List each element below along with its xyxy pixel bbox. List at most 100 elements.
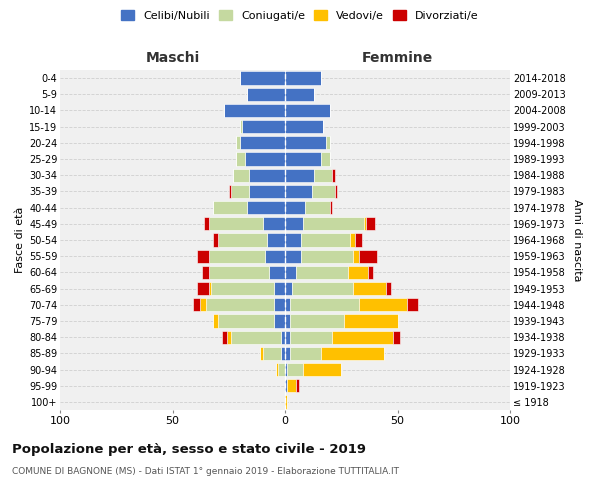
Bar (197, 282, 209, 295)
Bar (285, 152, 321, 166)
Bar (211, 282, 274, 295)
Bar (193, 298, 199, 312)
Bar (321, 346, 384, 360)
Bar (285, 72, 321, 85)
Bar (285, 104, 330, 117)
Bar (235, 152, 245, 166)
Bar (386, 282, 391, 295)
Bar (296, 379, 299, 392)
Bar (231, 185, 249, 198)
Bar (240, 136, 285, 149)
Bar (285, 88, 314, 101)
Bar (335, 185, 337, 198)
Y-axis label: Fasce di età: Fasce di età (14, 207, 25, 273)
Bar (278, 363, 285, 376)
Bar (274, 314, 285, 328)
Y-axis label: Anni di nascita: Anni di nascita (572, 198, 583, 281)
Bar (285, 363, 287, 376)
Bar (274, 298, 285, 312)
Bar (213, 201, 247, 214)
Bar (276, 363, 278, 376)
Bar (222, 330, 227, 344)
Bar (332, 330, 393, 344)
Bar (303, 363, 341, 376)
Bar (285, 314, 290, 328)
Bar (353, 282, 386, 295)
Bar (285, 201, 305, 214)
Bar (249, 168, 285, 182)
Bar (231, 330, 281, 344)
Bar (325, 136, 330, 149)
Bar (348, 266, 368, 279)
Bar (233, 168, 249, 182)
Bar (281, 346, 285, 360)
Bar (199, 298, 206, 312)
Bar (269, 266, 285, 279)
Bar (330, 201, 332, 214)
Bar (366, 217, 375, 230)
Bar (332, 168, 335, 182)
Bar (305, 201, 330, 214)
Bar (285, 136, 325, 149)
Bar (285, 379, 287, 392)
Bar (206, 298, 274, 312)
Bar (218, 234, 267, 246)
Bar (285, 120, 323, 134)
Text: Popolazione per età, sesso e stato civile - 2019: Popolazione per età, sesso e stato civil… (12, 442, 366, 456)
Bar (224, 104, 285, 117)
Bar (213, 314, 218, 328)
Bar (209, 266, 269, 279)
Bar (247, 201, 285, 214)
Bar (285, 330, 290, 344)
Bar (359, 250, 377, 263)
Bar (263, 217, 285, 230)
Bar (285, 346, 290, 360)
Bar (285, 234, 301, 246)
Bar (287, 379, 296, 392)
Bar (314, 168, 332, 182)
Bar (296, 266, 348, 279)
Bar (290, 346, 321, 360)
Bar (290, 314, 343, 328)
Bar (240, 72, 285, 85)
Bar (213, 234, 218, 246)
Bar (290, 330, 332, 344)
Bar (227, 330, 231, 344)
Bar (303, 217, 364, 230)
Bar (287, 363, 303, 376)
Bar (274, 282, 285, 295)
Bar (285, 298, 290, 312)
Bar (240, 120, 242, 134)
Bar (285, 217, 303, 230)
Text: Maschi: Maschi (145, 51, 200, 65)
Bar (355, 234, 361, 246)
Bar (202, 266, 209, 279)
Bar (343, 314, 398, 328)
Bar (249, 185, 285, 198)
Bar (204, 217, 209, 230)
Bar (301, 250, 353, 263)
Bar (267, 234, 285, 246)
Bar (235, 136, 240, 149)
Legend: Celibi/Nubili, Coniugati/e, Vedovi/e, Divorziati/e: Celibi/Nubili, Coniugati/e, Vedovi/e, Di… (119, 8, 481, 24)
Text: COMUNE DI BAGNONE (MS) - Dati ISTAT 1° gennaio 2019 - Elaborazione TUTTITALIA.IT: COMUNE DI BAGNONE (MS) - Dati ISTAT 1° g… (12, 468, 399, 476)
Bar (290, 298, 359, 312)
Bar (353, 250, 359, 263)
Bar (364, 217, 366, 230)
Bar (209, 250, 265, 263)
Bar (229, 185, 231, 198)
Bar (407, 298, 418, 312)
Bar (285, 250, 301, 263)
Bar (245, 152, 285, 166)
Bar (265, 250, 285, 263)
Bar (285, 396, 287, 408)
Bar (312, 185, 335, 198)
Bar (242, 120, 285, 134)
Bar (350, 234, 355, 246)
Bar (368, 266, 373, 279)
Bar (281, 330, 285, 344)
Bar (292, 282, 353, 295)
Bar (359, 298, 407, 312)
Bar (260, 346, 263, 360)
Bar (285, 185, 312, 198)
